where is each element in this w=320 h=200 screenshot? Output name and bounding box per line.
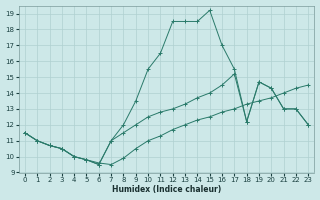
X-axis label: Humidex (Indice chaleur): Humidex (Indice chaleur)	[112, 185, 221, 194]
